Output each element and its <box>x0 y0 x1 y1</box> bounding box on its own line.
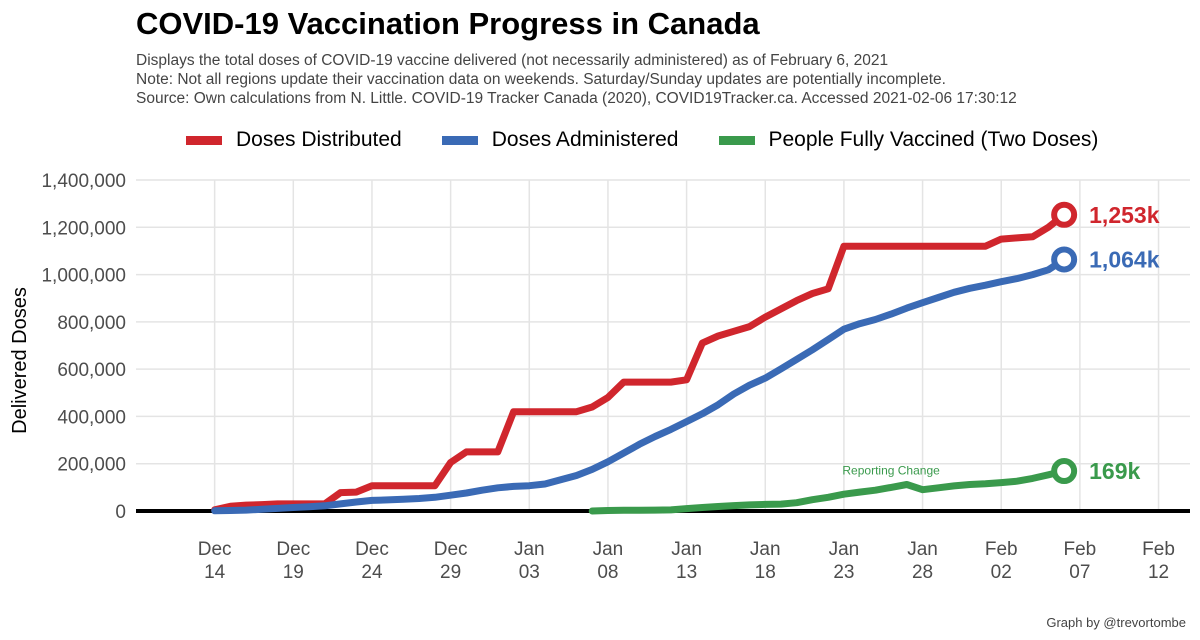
y-tick-label: 200,000 <box>57 455 126 476</box>
subtitle-line-2: Note: Not all regions update their vacci… <box>136 71 946 88</box>
x-tick-label-month: Jan <box>593 539 624 560</box>
series-line-administered <box>211 255 1068 515</box>
x-tick-label-day: 19 <box>283 562 304 583</box>
x-tick-label-month: Feb <box>1142 539 1175 560</box>
x-tick-label-day: 13 <box>676 562 697 583</box>
x-tick-label-month: Jan <box>671 539 702 560</box>
end-point-administered <box>1051 246 1078 273</box>
y-tick-label: 800,000 <box>57 313 126 334</box>
x-tick-label-day: 12 <box>1148 562 1169 583</box>
end-point-distributed <box>1051 201 1078 228</box>
y-tick-label: 600,000 <box>57 360 126 381</box>
x-tick-label-day: 03 <box>519 562 540 583</box>
x-tick-label-day: 18 <box>755 562 776 583</box>
series-lines: 1,253k 1,064k 169k <box>211 201 1160 515</box>
x-tick-label-month: Dec <box>434 539 468 560</box>
x-tick-label-month: Jan <box>514 539 545 560</box>
x-tick-label-month: Jan <box>907 539 938 560</box>
end-label-administered: 1,064k <box>1089 246 1160 272</box>
legend-swatch-distributed <box>186 135 222 145</box>
end-point-fully <box>1051 458 1078 485</box>
y-tick-label: 1,400,000 <box>41 171 126 192</box>
annotation-label: Reporting Change <box>842 463 940 477</box>
y-axis-title: Delivered Doses <box>9 287 31 434</box>
x-tick-label-month: Dec <box>198 539 232 560</box>
legend-swatch-administered <box>441 135 478 145</box>
y-tick-label: 0 <box>115 502 126 523</box>
series-line-distributed <box>211 211 1068 514</box>
x-tick-label-day: 28 <box>912 562 933 583</box>
legend-label-fully: People Fully Vaccined (Two Doses) <box>768 128 1099 151</box>
chart-legend: Doses Distributed Doses Administered Peo… <box>186 128 1098 152</box>
x-tick-label-day: 24 <box>361 562 383 583</box>
x-tick-label-month: Feb <box>985 539 1018 560</box>
x-tick-label-day: 02 <box>991 562 1012 583</box>
legend-item-administered: Doses Administered <box>441 128 679 152</box>
x-tick-label-month: Feb <box>1064 539 1097 560</box>
x-tick-label-day: 07 <box>1069 562 1090 583</box>
x-tick-label-month: Dec <box>276 539 310 560</box>
legend-label-administered: Doses Administered <box>491 128 679 151</box>
subtitle-line-1: Displays the total doses of COVID-19 vac… <box>136 52 889 69</box>
end-label-fully: 169k <box>1089 458 1140 484</box>
end-label-distributed: 1,253k <box>1089 202 1160 228</box>
x-tick-label-month: Jan <box>750 539 781 560</box>
x-tick-label-day: 14 <box>204 562 226 583</box>
legend-item-distributed: Doses Distributed <box>186 128 402 152</box>
chart-title: COVID-19 Vaccination Progress in Canada <box>136 6 760 41</box>
graph-credit: Graph by @trevortombe <box>1046 615 1186 630</box>
y-axis-ticks: 0 200,000 400,000 600,000 800,000 1,000,000 1,… <box>41 171 126 523</box>
y-tick-label: 400,000 <box>57 407 126 428</box>
x-tick-label-month: Jan <box>829 539 860 560</box>
legend-label-distributed: Doses Distributed <box>236 128 402 151</box>
x-axis-ticks: Dec14Dec19Dec24Dec29Jan03Jan08Jan13Jan18… <box>198 539 1175 583</box>
y-tick-label: 1,200,000 <box>41 218 126 239</box>
gridlines <box>136 179 1190 511</box>
legend-swatch-fully <box>718 135 755 145</box>
subtitle-line-3: Source: Own calculations from N. Little.… <box>136 90 1017 107</box>
x-tick-label-month: Dec <box>355 539 389 560</box>
x-tick-label-day: 23 <box>833 562 854 583</box>
x-tick-label-day: 29 <box>440 562 461 583</box>
annotations: Reporting Change <box>842 463 940 477</box>
x-tick-label-day: 08 <box>597 562 618 583</box>
series-line-fully <box>588 467 1068 515</box>
y-tick-label: 1,000,000 <box>41 266 126 287</box>
legend-item-fully: People Fully Vaccined (Two Doses) <box>718 128 1099 152</box>
